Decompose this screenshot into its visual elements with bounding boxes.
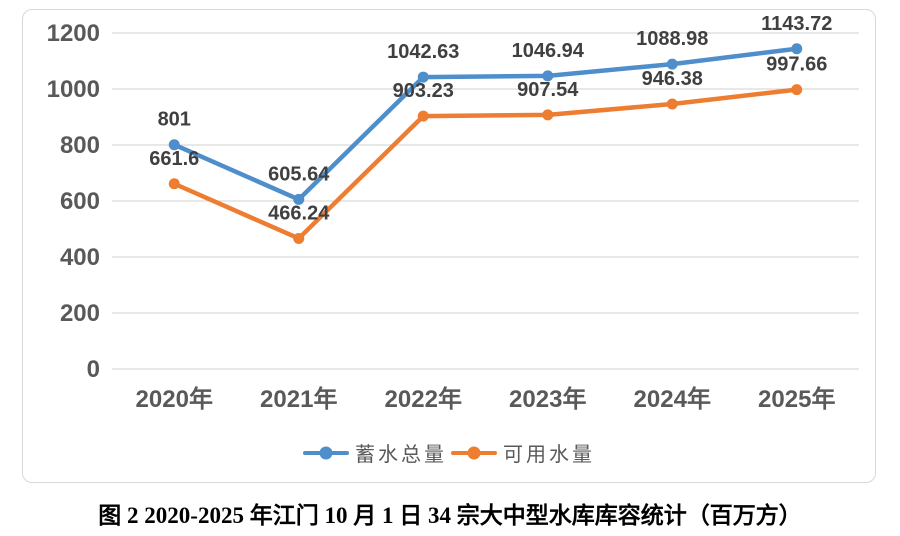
data-label: 1088.98	[636, 28, 708, 50]
y-axis-tick-label: 400	[60, 244, 100, 271]
data-point-marker	[666, 58, 678, 70]
data-label: 605.64	[268, 163, 330, 185]
chart-legend: 蓄水总量 可用水量	[23, 438, 875, 467]
y-axis-tick-label: 1200	[47, 20, 100, 47]
data-point-marker	[542, 109, 554, 121]
data-label: 466.24	[268, 202, 330, 224]
data-point-marker	[791, 84, 803, 96]
x-axis-tick-label: 2022年	[385, 385, 462, 413]
data-label: 1042.63	[387, 41, 459, 63]
series-line	[172, 87, 799, 241]
x-axis-tick-label: 2024年	[634, 385, 711, 413]
data-point-marker	[293, 193, 305, 205]
chart-svg: 0 200 400 600 800 1000 1200 2020年 2021年 2022年 2023…	[47, 13, 859, 413]
line-dot-marker-icon	[303, 445, 349, 460]
x-axis-tick-label: 2021年	[260, 385, 337, 413]
chart-frame: 0 200 400 600 800 1000 1200 2020年 2021年 2022年 2023…	[22, 9, 876, 483]
data-label: 1143.72	[761, 13, 832, 35]
series-line	[172, 46, 799, 202]
line-dot-marker-icon	[451, 445, 497, 460]
data-label: 801	[158, 109, 191, 131]
y-axis-tick-label: 600	[60, 188, 100, 215]
legend-item-storage-total: 蓄水总量	[303, 438, 447, 467]
y-axis-tick-label: 200	[60, 300, 100, 327]
data-point-marker	[417, 110, 429, 122]
legend-label-available-water: 可用水量	[503, 444, 595, 466]
data-label: 997.66	[766, 54, 827, 76]
x-axis-tick-label: 2020年	[136, 385, 213, 413]
data-label: 1046.94	[512, 40, 585, 62]
data-point-marker	[168, 178, 180, 190]
y-axis-tick-label: 0	[87, 356, 100, 383]
figure-caption: 图 2 2020-2025 年江门 10 月 1 日 34 宗大中型水库库容统计…	[98, 503, 802, 528]
legend-dot-swatch	[467, 446, 481, 459]
legend-dot-swatch	[319, 446, 333, 459]
data-point-marker	[293, 232, 305, 244]
data-point-marker	[791, 43, 803, 55]
x-axis-tick-label: 2025年	[758, 385, 835, 413]
data-point-marker	[417, 71, 429, 83]
data-label: 907.54	[517, 79, 579, 101]
x-axis-tick-label: 2023年	[509, 385, 586, 413]
data-point-marker	[168, 139, 180, 151]
legend-item-available-water: 可用水量	[451, 438, 595, 467]
y-axis-tick-label: 1000	[47, 76, 100, 103]
data-label: 903.23	[393, 80, 454, 102]
data-label: 661.6	[149, 148, 199, 170]
data-point-marker	[666, 98, 678, 110]
data-point-marker	[542, 70, 554, 82]
y-axis-tick-label: 800	[60, 132, 100, 159]
data-label: 946.38	[642, 68, 703, 90]
legend-label-storage-total: 蓄水总量	[355, 444, 447, 466]
